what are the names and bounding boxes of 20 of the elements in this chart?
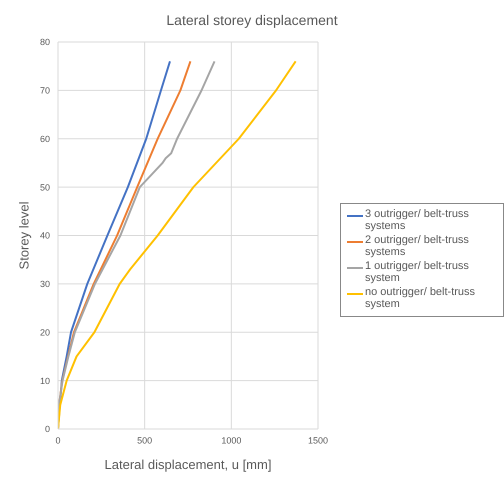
y-tick-label: 60 — [40, 134, 50, 144]
line-series — [58, 60, 297, 429]
y-tick-label: 40 — [40, 230, 50, 241]
y-tick-label: 30 — [40, 279, 50, 290]
x-tick-label: 1000 — [221, 435, 242, 446]
x-axis-title: Lateral displacement, u [mm] — [104, 457, 272, 472]
y-tick-label: 50 — [40, 182, 50, 192]
y-tick-label: 20 — [40, 327, 50, 338]
legend-label: 2 outrigger/ belt-truss systems — [365, 234, 470, 258]
legend-label: 3 outrigger/ belt-truss systems — [365, 208, 470, 232]
y-tick-label: 70 — [40, 86, 50, 96]
legend-label: no outrigger/ belt-truss system — [365, 286, 476, 310]
y-tick-label: 0 — [44, 424, 50, 434]
y-tick-label: 80 — [40, 37, 50, 48]
x-tick-label: 1500 — [308, 435, 328, 446]
y-axis-title: Storey level — [16, 201, 32, 270]
x-tick-label: 0 — [55, 435, 61, 446]
chart-title: Lateral storey displacement — [165, 11, 339, 28]
y-tick-label: 10 — [40, 376, 50, 386]
x-tick-label: 500 — [137, 435, 152, 446]
